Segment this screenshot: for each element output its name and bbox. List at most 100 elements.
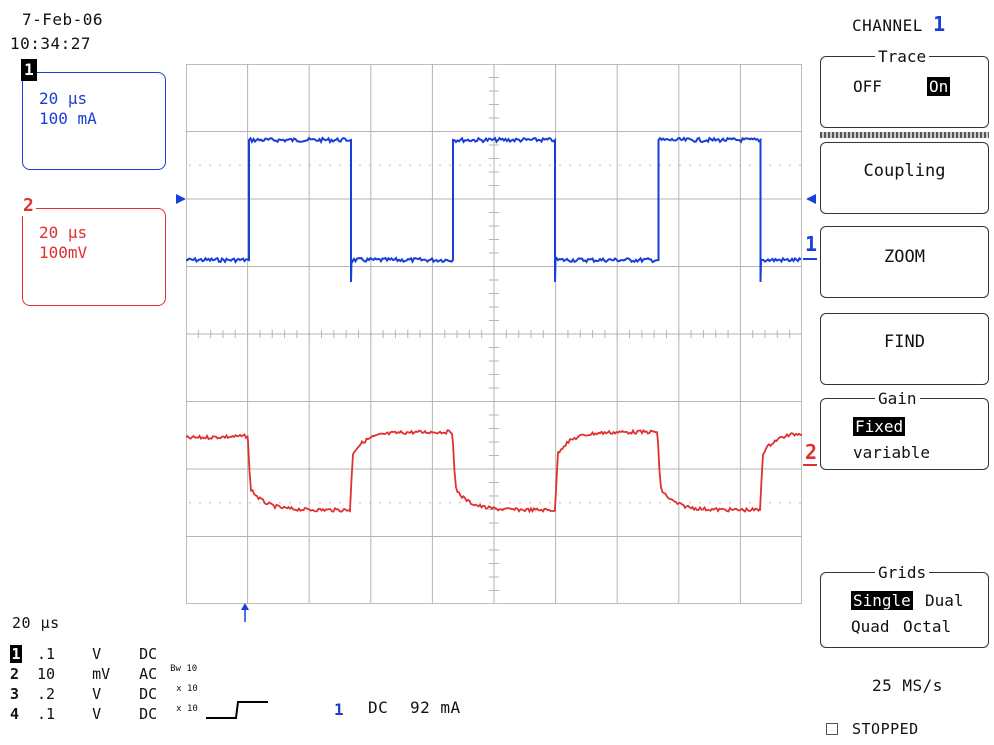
grid-dot [599,501,601,504]
trace-label: Trace [875,47,930,66]
grid-dot [399,164,401,167]
channel2-info-box[interactable]: 2 20 µs 100mV [21,195,166,306]
grid-dot [629,501,631,504]
grid-dot [259,501,261,504]
grid-dot [589,501,591,504]
grid-dot [629,164,631,167]
grid-dot [659,164,661,167]
grid-dot [739,164,741,167]
grid-dot [619,164,621,167]
grids-dual-option[interactable]: Dual [925,591,964,610]
zoom-button[interactable]: ZOOM [820,226,989,298]
grid-dot [299,501,301,504]
gain-variable-option[interactable]: variable [853,443,931,462]
trace-off-option[interactable]: OFF [853,77,882,96]
channel1-offset-marker-right[interactable] [806,192,818,206]
grid-dot [539,501,541,504]
grid-dot [799,164,801,167]
grid-dot [489,164,491,167]
grid-dot [579,164,581,167]
coupling-button[interactable]: Coupling [820,142,989,214]
grid-dot [789,164,791,167]
grid-dot [779,164,781,167]
grid-dot [719,501,721,504]
find-button[interactable]: FIND [820,313,989,385]
grid-dot [709,501,711,504]
grid-dot [589,164,591,167]
trace-on-option[interactable]: On [927,77,951,96]
channel2-trace-tick [803,464,817,466]
grid-dot [679,164,681,167]
waveform-display[interactable] [186,64,802,604]
channel1-trace-tick [803,258,817,260]
channel1-scale: 100 mA [39,109,97,128]
grid-dot [449,164,451,167]
channel1-trace [186,136,802,283]
grid-dot [799,501,801,504]
grid-dot [729,164,731,167]
grid-dot [469,164,471,167]
channel2-scale: 100mV [39,243,88,262]
grid-dot [599,164,601,167]
grid-dot [319,501,321,504]
grid-dot [319,164,321,167]
channel2-trace-label: 2 [805,440,818,464]
grid-dot [439,164,441,167]
sample-rate: 25 MS/s [872,676,943,695]
grid-dot [389,501,391,504]
grid-dot [379,501,381,504]
grid-dot [499,501,501,504]
grid-dot [749,164,751,167]
grid-dot [429,164,431,167]
grid-dot [609,164,611,167]
channel1-badge: 1 [21,59,37,81]
grid-dot [749,501,751,504]
grid-dot [219,164,221,167]
grid-dot [339,164,341,167]
channel1-offset-marker-left[interactable] [176,192,188,206]
grid-dot [379,164,381,167]
grid-dot [519,164,521,167]
grid-dot [709,164,711,167]
grid-dot [569,501,571,504]
grid-dot [279,164,281,167]
grid-dot [689,164,691,167]
zoom-label: ZOOM [884,247,925,267]
grid-dot [559,164,561,167]
grids-button[interactable]: Grids Single Dual Quad Octal [820,563,989,648]
grids-label: Grids [875,563,930,582]
gain-fixed-option[interactable]: Fixed [853,417,906,436]
grid-dot [409,164,411,167]
grids-single-option[interactable]: Single [851,591,913,610]
graticule-ticks [186,64,802,604]
grid-dot [229,164,231,167]
grids-quad-option[interactable]: Quad [851,617,890,636]
channel-legend-row-3: 3 .2 V DC x 10 [10,684,198,704]
trigger-position-arrow-icon [241,603,249,622]
grid-dot [649,501,651,504]
grid-dot [419,164,421,167]
grid-dot [539,164,541,167]
grid-dot [209,164,211,167]
status-checkbox-icon[interactable] [826,723,838,735]
grid-dot [689,501,691,504]
channel1-info-box[interactable]: 1 20 µs 100 mA [21,59,166,170]
grid-dot [429,501,431,504]
grid-dot [289,501,291,504]
grid-dot [639,501,641,504]
channel2-badge: 2 [21,195,36,216]
grid-dot [329,164,331,167]
grid-dot [719,164,721,167]
gain-button[interactable]: Gain Fixed variable [820,389,989,470]
grids-octal-option[interactable]: Octal [903,617,952,636]
trigger-channel: 1 [334,700,344,719]
grid-dot [289,164,291,167]
grid-dot [739,501,741,504]
grid-dot [569,164,571,167]
grid-dot [419,501,421,504]
grid-dot [279,501,281,504]
channel-legend-row-1: 1 .1 V DC [10,645,158,663]
trace-toggle-button[interactable]: Trace OFF On [820,47,989,128]
grid-dot [459,164,461,167]
grid-dot [449,501,451,504]
